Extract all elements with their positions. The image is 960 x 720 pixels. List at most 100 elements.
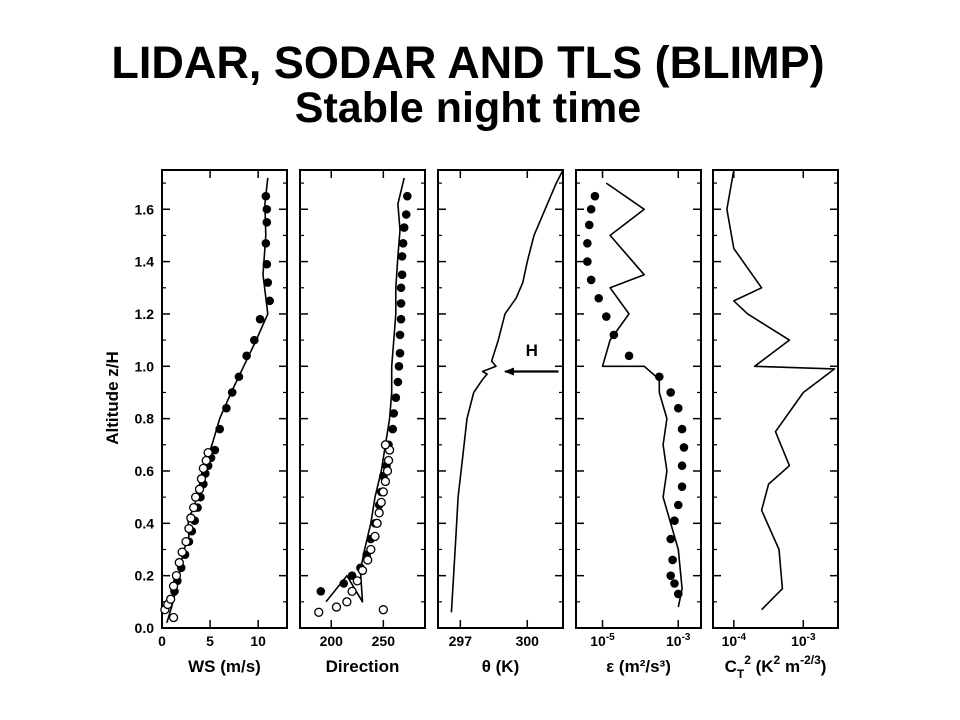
lidar-point [398, 238, 408, 248]
lidar-point [677, 424, 687, 434]
x-tick-label: 10 [250, 633, 266, 649]
x-tick-label: 10-5 [590, 632, 615, 649]
lidar-point [673, 500, 683, 510]
y-tick-label: 0.6 [135, 463, 155, 479]
y-tick-label: 0.0 [135, 620, 155, 636]
lidar-point [624, 351, 634, 361]
sodar-point [191, 492, 201, 502]
lidar-point [679, 443, 689, 452]
y-axis-label: Altitude z/H [103, 351, 122, 445]
lidar-point [393, 377, 403, 387]
lidar-point [395, 348, 405, 358]
lidar-point [388, 424, 398, 434]
x-tick-label: 10-3 [666, 632, 691, 649]
panel-frame-dir [299, 169, 426, 629]
sodar-point [366, 544, 376, 555]
lidar-point [261, 238, 271, 248]
lidar-point [397, 252, 407, 261]
profile-line-ct2 [726, 169, 836, 611]
sodar-point [382, 466, 393, 476]
lidar-point [265, 296, 274, 306]
sodar-point [166, 594, 176, 604]
lidar-point [673, 589, 683, 599]
lidar-point [677, 482, 687, 491]
x-tick-label: 250 [372, 633, 396, 649]
lidar-point [399, 223, 409, 232]
sodar-point [194, 484, 205, 494]
lidar-point [396, 283, 406, 293]
x-axis-label-ws: WS (m/s) [188, 657, 261, 676]
lidar-point [391, 393, 401, 402]
sodar-point [380, 476, 391, 487]
lidar-point [262, 259, 272, 269]
lidar-point [397, 270, 407, 279]
slide-subtitle: Stable night time [294, 84, 642, 132]
lidar-point [666, 534, 675, 544]
lidar-point [602, 312, 611, 321]
sodar-point [198, 463, 208, 474]
x-axis-label-dir: Direction [326, 657, 400, 676]
sodar-point [331, 602, 342, 612]
lidar-point [609, 330, 619, 340]
x-axis-label-eps: ε (m²/s³) [606, 657, 671, 676]
panel-frame-ws [161, 169, 288, 629]
y-tick-label: 1.0 [135, 358, 155, 374]
y-tick-label: 1.2 [135, 306, 155, 322]
annotation-label: H [526, 341, 538, 360]
sodar-point [357, 565, 368, 576]
lidar-point [262, 204, 272, 214]
profile-line-theta [450, 169, 564, 613]
slide-title: LIDAR, SODAR AND TLS (BLIMP) [111, 37, 825, 88]
panel-frame-eps [575, 169, 702, 629]
lidar-point [673, 403, 683, 413]
sodar-point [374, 508, 384, 518]
x-tick-label: 10-4 [722, 632, 747, 649]
lidar-point [670, 516, 679, 525]
lidar-point [396, 299, 406, 308]
sodar-point [342, 597, 352, 607]
lidar-point [262, 218, 272, 227]
lidar-point [586, 204, 596, 214]
x-tick-label: 10-3 [791, 632, 816, 649]
lidar-point [590, 191, 600, 201]
sodar-point [363, 555, 373, 565]
sodar-point [189, 502, 199, 513]
lidar-point [339, 579, 349, 588]
x-axis-label-theta: θ (K) [482, 657, 520, 676]
lidar-point [255, 314, 265, 324]
sodar-point [203, 448, 213, 458]
x-axis-label-ct2: CT2 (K2 m-2/3) [725, 653, 827, 681]
sodar-point [177, 547, 187, 557]
sodar-point [196, 474, 207, 484]
lidar-point [670, 579, 679, 588]
lidar-point [263, 278, 273, 287]
lidar-point [583, 257, 592, 266]
lidar-point [316, 587, 326, 596]
lidar-point [677, 461, 687, 471]
lidar-point [668, 555, 677, 565]
panel-ct2: 10-4 10-3 CT2 (K2 m-2/3) [712, 169, 839, 681]
sodar-point [370, 531, 380, 542]
lidar-point [242, 351, 251, 361]
lidar-point [402, 191, 412, 201]
panel-ws: 0.0 0.2 0.4 0.6 0.8 1.0 1.2 1.4 1.6 0 5 10 WS (m/s) [135, 169, 288, 676]
sodar-point [201, 455, 211, 466]
sodar-point [184, 523, 194, 534]
sodar-point [171, 571, 182, 581]
profile-line-dir [325, 177, 405, 603]
sodar-point [181, 536, 191, 547]
panel-theta: 297 300 θ (K) H [437, 169, 564, 676]
lidar-point [234, 372, 244, 382]
y-tick-label: 1.6 [135, 201, 155, 217]
x-tick-label: 5 [206, 633, 214, 649]
sodar-point [186, 513, 196, 523]
y-tick-label: 0.4 [135, 515, 155, 531]
lidar-point [250, 335, 259, 345]
y-tick-label: 0.8 [135, 411, 155, 427]
sodar-point [174, 557, 184, 568]
sodar-point [380, 440, 391, 450]
panel-dir: 200 250 Direction [299, 169, 426, 676]
lidar-point [655, 372, 664, 382]
lidar-point [594, 293, 604, 303]
